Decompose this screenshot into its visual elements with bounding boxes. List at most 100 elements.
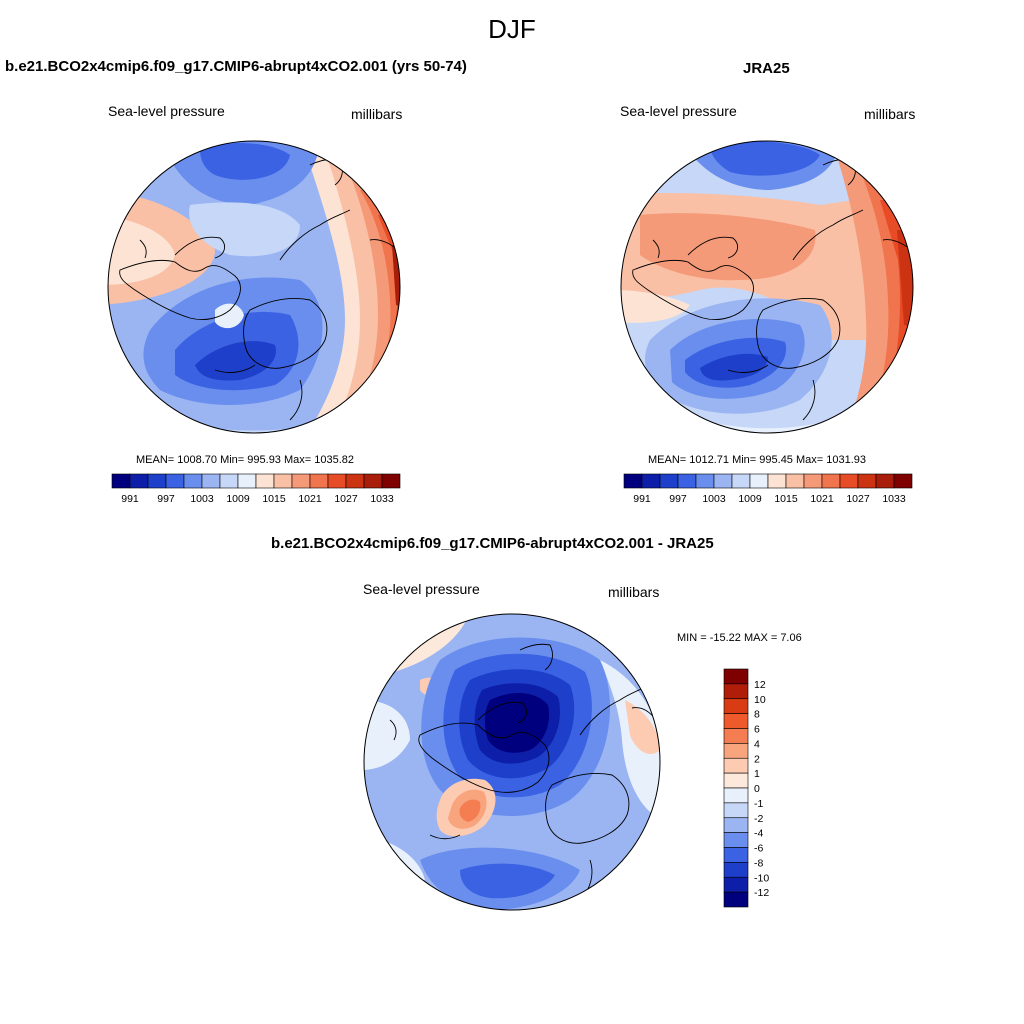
panel-1-colorbar-tick-label: 997 (157, 493, 175, 505)
panel-3-colorbar-tick-label: -12 (754, 887, 769, 899)
panel-2-colorbar-tick-label: 1015 (774, 493, 798, 505)
panel-2-colorbar-tick-label: 1009 (738, 493, 762, 505)
panel-2-colorbar-swatch (659, 473, 679, 489)
figure-title: DJF (488, 14, 536, 44)
panel-3-colorbar-swatch (723, 802, 749, 819)
panel-1-colorbar-tick-label: 1021 (298, 493, 322, 505)
panel-3-colorbar-tick-label: 1 (754, 768, 760, 780)
panel-3-colorbar-tick-label: 12 (754, 679, 766, 691)
panel-2-variable-label: Sea-level pressure (620, 103, 737, 119)
panel-1-colorbar-swatch (327, 473, 347, 489)
panel-2-colorbar: 991 997 1003 1009 1015 1021 1027 1033 (623, 473, 913, 505)
panel-1-variable-label: Sea-level pressure (108, 103, 225, 119)
panel-1-map (108, 141, 400, 433)
panel-3-colorbar-tick-label: -1 (754, 798, 763, 810)
panel-3-variable-label: Sea-level pressure (363, 581, 480, 597)
panel-1-colorbar-tick-label: 1003 (190, 493, 214, 505)
panel-1-colorbar-tick-label: 1027 (334, 493, 358, 505)
panel-1-colorbar-swatch (129, 473, 149, 489)
panel-1-title: b.e21.BCO2x4cmip6.f09_g17.CMIP6-abrupt4x… (5, 58, 467, 75)
panel-2-title: JRA25 (743, 60, 790, 77)
panel-3-colorbar-swatch (723, 817, 749, 833)
panel-2-colorbar-swatch (623, 473, 643, 489)
panel-2-colorbar-swatch (875, 473, 895, 489)
panel-1-colorbar-swatch (345, 473, 365, 489)
panel-2-colorbar-swatch (857, 473, 877, 489)
panel-1-colorbar-tick-label: 1015 (262, 493, 286, 505)
panel-2-colorbar-swatch (767, 473, 787, 489)
panel-3-colorbar-swatch (723, 772, 749, 789)
panel-3-colorbar-tick-label: 10 (754, 694, 766, 706)
panel-1-colorbar-tick-label: 991 (121, 493, 139, 505)
panel-1-colorbar-swatch (273, 473, 293, 489)
panel-2-map-border (620, 140, 914, 434)
panel-3-colorbar-swatch (723, 668, 749, 685)
panel-2-colorbar-tick-label: 1021 (810, 493, 834, 505)
panel-1-colorbar: 991 997 1003 1009 1015 1021 1027 1033 (111, 473, 401, 505)
panel-3-colorbar-swatch (723, 862, 749, 878)
panel-3-stats: MIN = -15.22 MAX = 7.06 (677, 632, 802, 644)
panel-2-colorbar-tick-label: 1003 (702, 493, 726, 505)
panel-3-units-label: millibars (608, 584, 660, 600)
panel-3-colorbar-tick-label: 0 (754, 783, 760, 795)
panel-3-colorbar-tick-label: 8 (754, 709, 760, 721)
panel-2-colorbar-swatch (731, 473, 751, 489)
panel-2-colorbar-swatch (821, 473, 841, 489)
panel-2-colorbar-tick-label: 1033 (882, 493, 906, 505)
panel-3-colorbar-swatch (723, 891, 749, 908)
panel-3-colorbar-swatch (723, 787, 749, 804)
panel-3-colorbar-tick-label: 2 (754, 753, 760, 765)
panel-1-colorbar-swatch (309, 473, 329, 489)
panel-2-colorbar-tick-label: 997 (669, 493, 687, 505)
panel-1-colorbar-swatch (201, 473, 221, 489)
panel-3-colorbar-tick-label: -4 (754, 828, 763, 840)
panel-1-colorbar-swatch (165, 473, 185, 489)
panel-2-units-label: millibars (864, 106, 916, 122)
panel-3-colorbar-swatch (723, 728, 749, 744)
panel-3-title: b.e21.BCO2x4cmip6.f09_g17.CMIP6-abrupt4x… (271, 535, 714, 552)
panel-2-colorbar-tick-label: 991 (633, 493, 651, 505)
panel-3-map (364, 614, 660, 910)
panel-3-colorbar-swatch (723, 743, 749, 759)
panel-1-colorbar-tick-label: 1033 (370, 493, 394, 505)
panel-3-colorbar-tick-label: -6 (754, 843, 763, 855)
panel-1-colorbar-swatch (237, 473, 257, 489)
panel-2-colorbar-tick-label: 1027 (846, 493, 870, 505)
panel-3-colorbar-swatch (723, 847, 749, 863)
panel-2-stats: MEAN= 1012.71 Min= 995.45 Max= 1031.93 (648, 454, 867, 466)
panel-1-colorbar-swatch (255, 473, 275, 489)
panel-3-colorbar-tick-label: 6 (754, 724, 760, 736)
panel-1-map-border (107, 140, 401, 434)
panel-2-colorbar-swatch (893, 473, 913, 489)
panel-2-colorbar-swatch (695, 473, 715, 489)
panel-3-colorbar-tick-label: 4 (754, 738, 760, 750)
panel-2-colorbar-swatch (785, 473, 805, 489)
panel-1-colorbar-swatch (363, 473, 383, 489)
panel-3-colorbar-swatch (723, 698, 749, 714)
panel-1-colorbar-swatch (291, 473, 311, 489)
panel-1-stats: MEAN= 1008.70 Min= 995.93 Max= 1035.82 (136, 454, 355, 466)
panel-1-colorbar-tick-label: 1009 (226, 493, 250, 505)
panel-3-map-border (363, 613, 661, 911)
panel-3-colorbar-tick-label: -2 (754, 813, 763, 825)
panel-1-colorbar-swatch (183, 473, 203, 489)
panel-1-units-label: millibars (351, 106, 403, 122)
panel-2-map (621, 141, 913, 433)
panel-1-colorbar-swatch (219, 473, 239, 489)
panel-2-colorbar-swatch (713, 473, 733, 489)
panel-3-colorbar-swatch (723, 757, 749, 774)
panel-3-colorbar-tick-label: -10 (754, 872, 769, 884)
panel-2-colorbar-swatch (839, 473, 859, 489)
panel-1-colorbar-swatch (381, 473, 401, 489)
panel-1-colorbar-swatch (111, 473, 131, 489)
panel-3-colorbar-swatch (723, 683, 749, 700)
panel-3-colorbar-tick-label: -8 (754, 857, 763, 869)
panel-2-colorbar-swatch (803, 473, 823, 489)
panel-1-colorbar-swatch (147, 473, 167, 489)
panel-3-colorbar-swatch (723, 713, 749, 729)
panel-2-colorbar-swatch (749, 473, 769, 489)
panel-2-colorbar-swatch (677, 473, 697, 489)
panel-2-colorbar-swatch (641, 473, 661, 489)
